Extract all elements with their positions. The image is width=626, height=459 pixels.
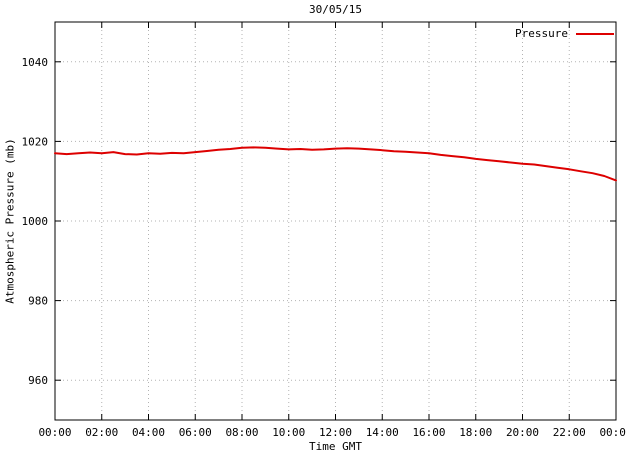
x-tick-label: 06:00 — [179, 426, 212, 439]
y-axis-label: Atmospheric Pressure (mb) — [3, 138, 17, 304]
x-tick-label: 02:00 — [85, 426, 118, 439]
x-tick-label: 00:00 — [38, 426, 71, 439]
x-tick-label: 08:00 — [225, 426, 258, 439]
x-tick-label: 22:00 — [553, 426, 586, 439]
x-tick-label: 12:00 — [319, 426, 352, 439]
y-tick-label: 1020 — [22, 135, 49, 148]
legend-key-line — [576, 32, 614, 35]
x-tick-label: 20:00 — [506, 426, 539, 439]
y-tick-label: 1040 — [22, 56, 49, 69]
chart-title: 30/05/15 — [309, 3, 362, 16]
legend-series-label: Pressure — [515, 27, 568, 40]
x-tick-label: 10:00 — [272, 426, 305, 439]
legend: Pressure — [515, 27, 614, 40]
y-tick-label: 960 — [28, 374, 48, 387]
y-tick-label: 980 — [28, 295, 48, 308]
x-tick-label: 14:00 — [366, 426, 399, 439]
x-tick-label: 04:00 — [132, 426, 165, 439]
pressure-series-line — [54, 146, 617, 182]
x-tick-label: 16:00 — [412, 426, 445, 439]
x-tick-label: 18:00 — [459, 426, 492, 439]
x-axis-label: Time GMT — [309, 440, 362, 453]
y-tick-label: 1000 — [22, 215, 49, 228]
x-tick-label: 00:00 — [599, 426, 626, 439]
